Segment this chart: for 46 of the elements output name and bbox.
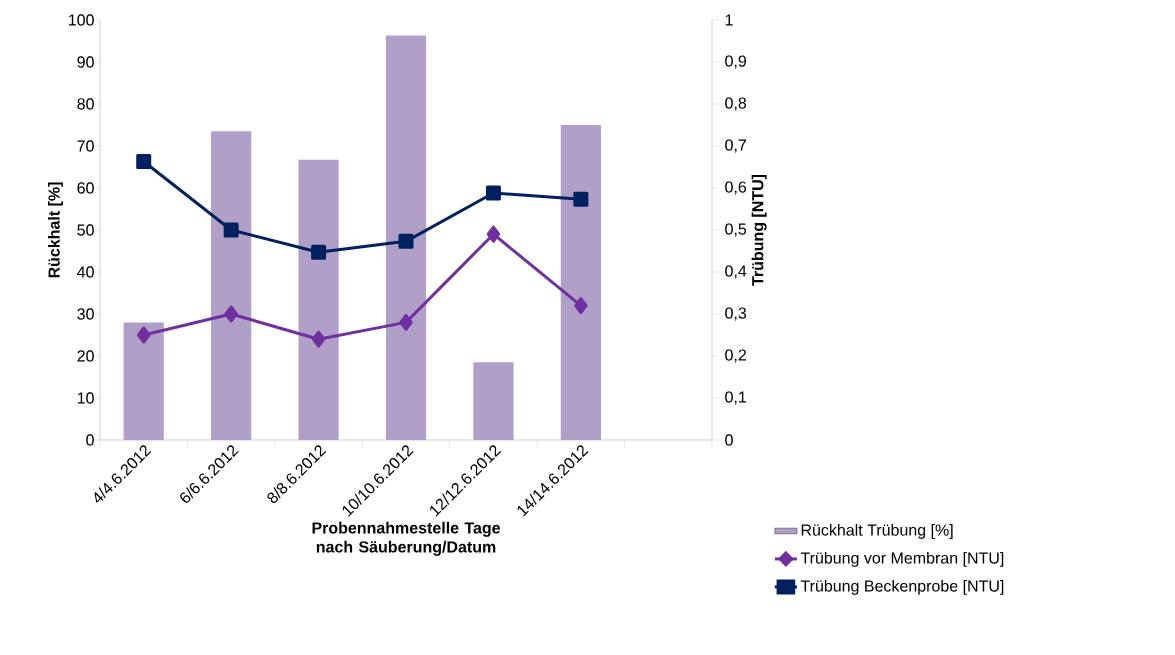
x-axis-title: Probennahmestelle Tage nach Säuberung/Datum	[312, 521, 501, 556]
legend-label: Trübung Beckenprobe [NTU]	[800, 579, 1004, 595]
point	[398, 233, 414, 249]
point	[311, 330, 326, 348]
y-tick-label: 80	[77, 98, 94, 110]
y2-tick-label: 0,7	[725, 139, 746, 153]
bar	[123, 322, 164, 440]
y-axis-title: Rückhalt [%]	[48, 182, 63, 278]
y2-tick-label: 0,4	[725, 265, 747, 279]
point	[311, 244, 327, 260]
point	[223, 222, 239, 238]
y2-tick-label: 0,1	[725, 391, 747, 405]
y-tick-label: 90	[77, 56, 94, 68]
y-tick-label: 50	[77, 224, 94, 236]
point	[136, 326, 151, 344]
bar	[385, 35, 427, 440]
point	[399, 313, 413, 331]
point	[574, 297, 588, 315]
point	[224, 305, 238, 323]
y-tick-label: 60	[77, 182, 94, 194]
point	[485, 185, 501, 201]
point	[136, 154, 152, 170]
bar	[473, 362, 514, 440]
y2-axis-title: Trübung [NTU]	[751, 174, 767, 286]
y-tick-label: 30	[77, 308, 94, 320]
y-tick-label: 70	[77, 140, 94, 152]
y2-tick-label: 0,9	[725, 55, 747, 69]
bar	[211, 131, 252, 440]
bar	[560, 124, 601, 440]
bar	[298, 159, 339, 440]
y2-tick-label: 1	[725, 14, 733, 26]
y2-tick-label: 0,3	[725, 307, 747, 321]
y2-tick-label: 0,6	[725, 181, 747, 195]
y-tick-label: 10	[77, 392, 94, 404]
y2-tick-label: 0,2	[725, 349, 746, 363]
y2-tick-label: 0	[725, 434, 733, 446]
point	[573, 191, 589, 207]
y-tick-label: 0	[86, 434, 94, 446]
legend-label: Trübung vor Membran [NTU]	[800, 551, 1004, 567]
y2-tick-label: 0,8	[725, 97, 747, 111]
y-tick-label: 20	[77, 350, 94, 362]
y-tick-label: 100	[69, 14, 94, 26]
legend-label: Rückhalt Trübung [%]	[801, 523, 953, 539]
point	[486, 225, 501, 243]
y-tick-label: 40	[77, 266, 94, 278]
y2-tick-label: 0,5	[725, 223, 747, 237]
